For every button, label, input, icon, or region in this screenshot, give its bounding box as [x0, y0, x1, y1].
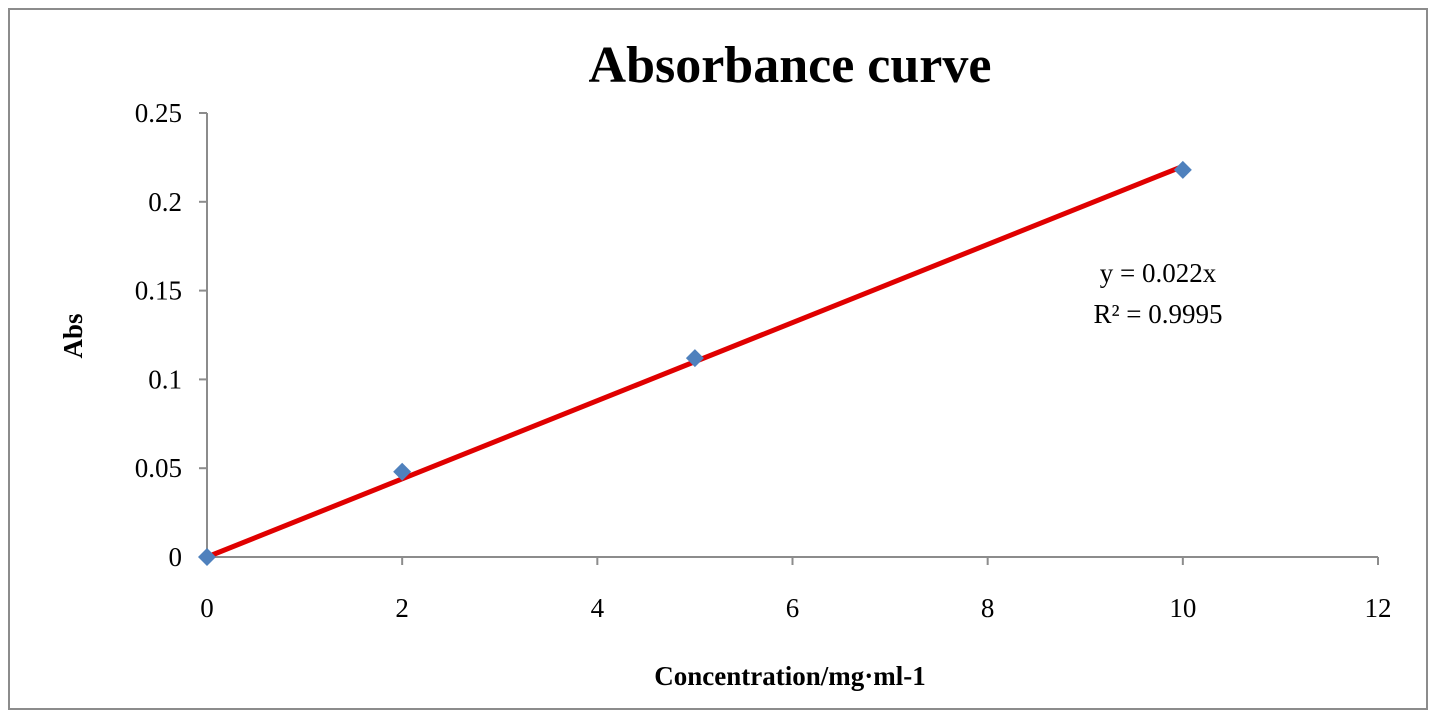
y-tick-label: 0.2 [148, 187, 182, 217]
trendline-r-squared: R² = 0.9995 [1093, 299, 1222, 329]
x-tick-label: 0 [200, 593, 214, 623]
y-tick-labels: 0 0.05 0.1 0.15 0.2 0.25 [135, 98, 182, 572]
y-tick-label: 0.25 [135, 98, 182, 128]
x-tick-label: 2 [395, 593, 409, 623]
trendline-equation: y = 0.022x [1100, 258, 1217, 288]
x-axis-label: Concentration/mg·ml-1 [654, 661, 925, 691]
x-tick-label: 8 [981, 593, 995, 623]
y-tick-label: 0.05 [135, 453, 182, 483]
data-point [685, 349, 704, 368]
x-tick-label: 6 [786, 593, 800, 623]
axes [199, 112, 1379, 565]
chart-frame [8, 8, 1428, 710]
data-point [198, 548, 216, 566]
y-tick-label: 0 [169, 542, 183, 572]
x-tick-label: 12 [1365, 593, 1392, 623]
y-axis-label: Abs [58, 313, 88, 358]
x-tick-labels: 0 2 4 6 8 10 12 [200, 593, 1391, 623]
x-tick-label: 10 [1169, 593, 1196, 623]
y-tick-label: 0.1 [148, 364, 182, 394]
y-tick-label: 0.15 [135, 276, 182, 306]
chart-title: Absorbance curve [589, 37, 992, 94]
x-tick-label: 4 [591, 593, 605, 623]
data-points [198, 160, 1192, 566]
data-point [393, 462, 412, 481]
data-point [1173, 160, 1192, 179]
